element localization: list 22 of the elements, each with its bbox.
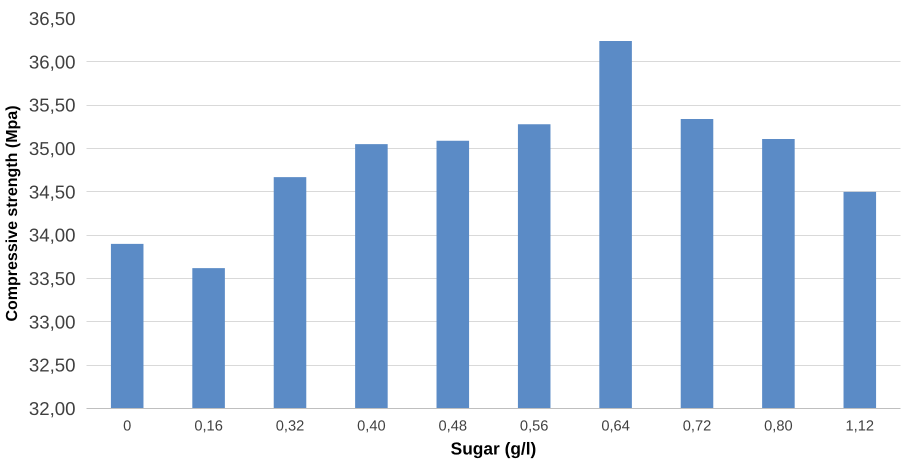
y-tick-label: 32,50 [28, 354, 76, 376]
y-tick-label: 35,50 [28, 94, 76, 116]
y-axis-title: Compressive strength (Mpa) [4, 105, 21, 322]
y-tick-label: 34,00 [28, 224, 76, 246]
y-tick-label: 33,00 [28, 311, 76, 332]
y-tick-label: 35,00 [28, 138, 76, 159]
x-axis-title: Sugar (g/l) [450, 438, 536, 458]
x-tick-label: 0,32 [276, 418, 304, 434]
x-tick-label: 1,12 [846, 418, 874, 434]
y-tick-label: 32,00 [28, 398, 76, 419]
x-tick-label: 0,56 [520, 418, 548, 434]
x-tick-label: 0,16 [194, 418, 223, 434]
x-tick-label: 0,72 [682, 418, 712, 434]
x-tick-label: 0,64 [601, 418, 630, 434]
y-tick-label: 36,50 [28, 8, 76, 29]
x-tick-label: 0,48 [438, 418, 468, 434]
y-tick-label: 36,00 [28, 51, 76, 72]
x-tick-label: 0,80 [764, 418, 793, 434]
x-tick-label: 0,40 [357, 418, 386, 434]
y-tick-label: 33,50 [28, 268, 76, 289]
y-tick-label: 34,50 [28, 181, 76, 202]
x-tick-label: 0 [123, 418, 132, 434]
